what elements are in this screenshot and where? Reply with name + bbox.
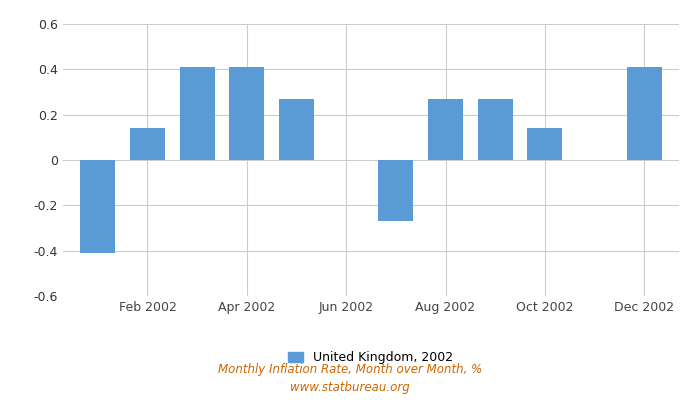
Bar [230,67,264,160]
Bar [80,160,116,253]
Bar [626,67,662,160]
Text: www.statbureau.org: www.statbureau.org [290,382,410,394]
Bar [478,99,512,160]
Bar [279,99,314,160]
Bar [428,99,463,160]
Bar [379,160,413,221]
Bar [528,128,562,160]
Bar [180,67,214,160]
Text: Monthly Inflation Rate, Month over Month, %: Monthly Inflation Rate, Month over Month… [218,364,482,376]
Legend: United Kingdom, 2002: United Kingdom, 2002 [288,351,454,364]
Bar [130,128,164,160]
